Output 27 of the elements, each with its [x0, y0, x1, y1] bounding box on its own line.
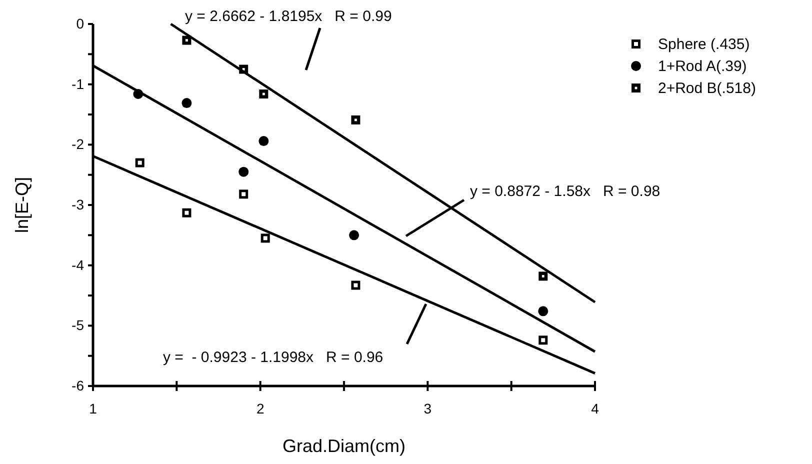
y-tick-label: -3 [72, 196, 84, 212]
y-tick-label: -4 [72, 256, 84, 273]
x-tick-label: 1 [89, 400, 98, 417]
y-tick-label: -2 [72, 136, 84, 152]
annotation: y = - 0.9923 - 1.1998x R = 0.96 [163, 349, 384, 366]
legend-label: Sphere (.435) [658, 36, 750, 53]
point [349, 230, 360, 240]
x-tick-label: 3 [424, 400, 432, 417]
point [538, 306, 548, 316]
annotation: y = 2.6662 - 1.8195x R = 0.99 [185, 8, 392, 25]
y-tick-label: -1 [72, 76, 84, 92]
point [182, 98, 192, 108]
y-tick-label: 0 [76, 15, 84, 32]
legend-label: 2+Rod B(.518) [658, 80, 756, 97]
point [258, 136, 269, 146]
x-tick-label: 2 [256, 400, 264, 417]
y-axis-title: ln[E-Q] [12, 176, 32, 234]
legend-label: 1+Rod A(.39) [658, 58, 747, 75]
x-axis-title: Grad.Diam(cm) [282, 436, 406, 456]
point [351, 115, 360, 124]
y-tick-label: -5 [72, 317, 84, 334]
point [538, 272, 548, 281]
annotation: y = 0.8872 - 1.58x R = 0.98 [470, 183, 660, 200]
point [238, 166, 249, 177]
x-tick-label: 4 [591, 400, 600, 417]
y-tick-label: -6 [72, 377, 84, 394]
point [259, 89, 268, 98]
